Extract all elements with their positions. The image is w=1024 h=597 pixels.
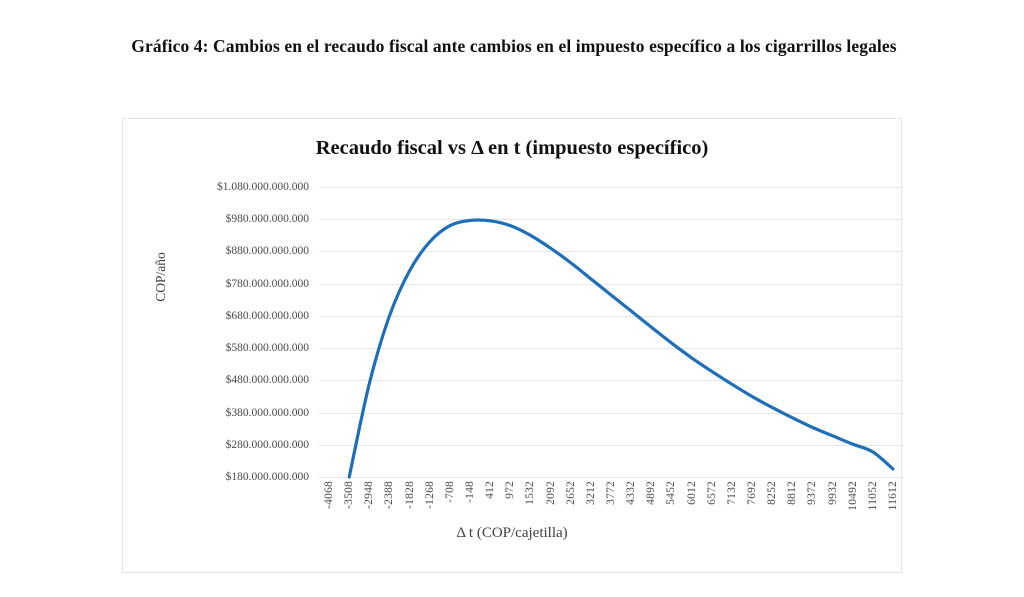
x-axis-tick-label: 11612 <box>886 481 899 511</box>
x-axis-tick-label: 2652 <box>564 481 577 505</box>
gridline <box>319 477 903 478</box>
gridline <box>319 444 903 446</box>
y-axis-tick-label: $680.000.000.000 <box>225 309 309 322</box>
x-axis-tick-label: 10492 <box>846 481 859 511</box>
x-axis-tick-label: 412 <box>484 481 497 499</box>
x-axis-tick-label: 2092 <box>544 481 557 505</box>
gridline <box>319 219 903 221</box>
plot-area: $1.080.000.000.000 $980.000.000.000 $880.0… <box>217 181 903 511</box>
y-axis-tick-label: $780.000.000.000 <box>225 277 309 290</box>
x-axis-tick-label: 9372 <box>806 481 819 505</box>
y-axis-tick-label: $480.000.000.000 <box>225 374 309 387</box>
curve-path <box>349 220 893 477</box>
x-axis-tick-label: 9932 <box>826 481 839 505</box>
y-axis-tick-label: $880.000.000.000 <box>225 245 309 258</box>
x-axis-tick-label: 11052 <box>866 481 879 511</box>
x-axis-tick-label: 5452 <box>665 481 678 505</box>
x-axis-tick-label: -708 <box>443 481 456 503</box>
y-axis-tick-label: $280.000.000.000 <box>225 438 309 451</box>
gridline <box>319 283 903 285</box>
x-axis-tick-label: -2948 <box>363 481 376 509</box>
x-axis-tick-label: -4068 <box>323 481 336 509</box>
x-axis-tick-label: 3212 <box>584 481 597 505</box>
x-axis-tick-label: 1532 <box>524 481 537 505</box>
y-axis-tick-label: $580.000.000.000 <box>225 342 309 355</box>
gridline <box>319 251 903 253</box>
line-series-recaudo-fiscal <box>319 187 903 477</box>
x-axis-tick-label: 6012 <box>685 481 698 505</box>
y-axis-tick-label: $180.000.000.000 <box>225 471 309 483</box>
x-axis-tick-label: 972 <box>504 481 517 499</box>
y-axis-tick-label: $1.080.000.000.000 <box>217 181 309 193</box>
x-axis-tick-label: 6572 <box>705 481 718 505</box>
gridline <box>319 315 903 317</box>
x-axis-tick-label: 4332 <box>625 481 638 505</box>
gridline <box>319 412 903 414</box>
chart-title: Recaudo fiscal vs Δ en t (impuesto espec… <box>315 137 709 159</box>
y-axis-tick-label: $980.000.000.000 <box>225 213 309 226</box>
figure-caption: Gráfico 4: Cambios en el recaudo fiscal … <box>131 36 897 56</box>
x-axis-tick-label: 8252 <box>766 481 779 505</box>
x-axis-tick-label: 4892 <box>645 481 658 505</box>
x-axis-tick-label: 8812 <box>786 481 799 505</box>
x-axis-tick-label: -2388 <box>383 481 396 509</box>
x-axis-tick-label: -3508 <box>343 481 356 509</box>
x-axis-tick-label: -148 <box>464 481 477 503</box>
y-axis-title: COP/año <box>153 252 168 302</box>
gridline <box>319 187 903 188</box>
x-axis-tick-label: 7132 <box>725 481 738 505</box>
x-axis-tick-label: -1828 <box>403 481 416 509</box>
y-axis-tick-label: $380.000.000.000 <box>225 406 309 419</box>
x-axis-tick-label: 3772 <box>605 481 617 505</box>
x-axis-tick-label: 7692 <box>745 481 758 505</box>
gridline <box>319 348 903 350</box>
chart-container: Recaudo fiscal vs Δ en t (impuesto espec… <box>122 118 903 573</box>
x-axis-title: Δ t (COP/cajetilla) <box>456 525 568 541</box>
gridline <box>319 380 903 382</box>
x-axis-tick-label: -1268 <box>423 481 436 509</box>
